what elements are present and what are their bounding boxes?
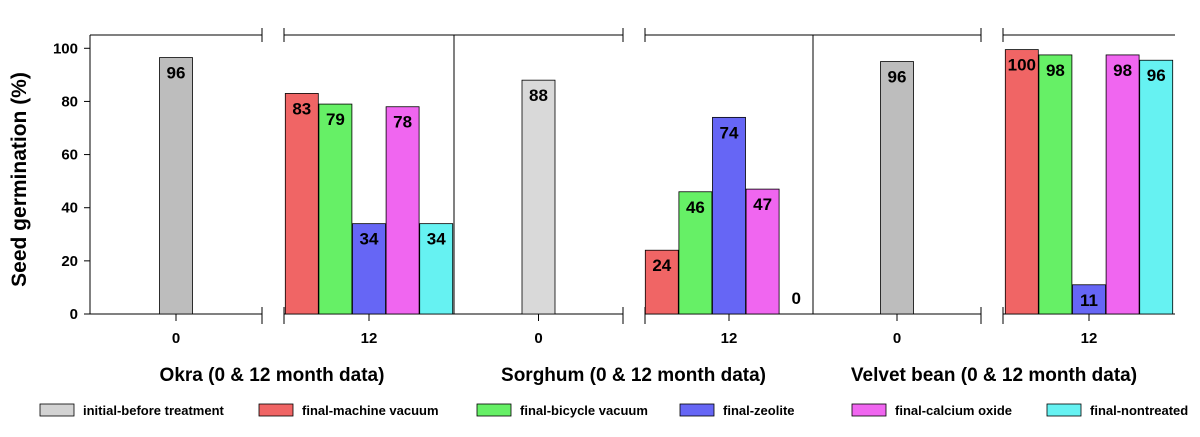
y-axis-label: Seed germination (%) [8, 72, 31, 287]
bar-value-label: 98 [1046, 61, 1065, 80]
bar-value-label: 24 [652, 256, 671, 275]
x-tick-label: 0 [893, 330, 901, 347]
bar-value-label: 88 [529, 86, 548, 105]
legend: initial-before treatment final-machine va… [39, 403, 1188, 418]
legend-label: final-nontreated [1090, 403, 1188, 418]
y-tick-label: 80 [61, 93, 78, 110]
y-tick-label: 40 [61, 200, 78, 217]
bar-value-label: 46 [686, 198, 705, 217]
y-tick-label: 20 [61, 253, 78, 270]
bar [352, 223, 386, 315]
y-tick-label: 0 [70, 306, 78, 323]
x-tick-label: 0 [172, 330, 180, 347]
bar [159, 57, 193, 315]
bar-value-label: 34 [360, 230, 379, 249]
bar [1105, 54, 1140, 315]
legend-swatch [476, 403, 512, 417]
bar-value-label: 74 [720, 123, 739, 142]
legend-swatch [1046, 403, 1082, 417]
crop-title: Sorghum (0 & 12 month data) [501, 365, 766, 386]
legend-swatch [851, 403, 887, 417]
bar-value-label: 47 [753, 195, 772, 214]
bar [385, 106, 420, 315]
bars-layer [159, 49, 1174, 315]
bar [1004, 49, 1039, 315]
x-tick-label: 12 [721, 330, 738, 347]
bar [419, 223, 454, 315]
x-tick-label: 12 [361, 330, 378, 347]
bar [521, 79, 556, 315]
labels-layer: 0 20 40 60 80 100 Seed germination (%) 0 96 12 83 7… [8, 40, 1166, 386]
x-tick-label: 12 [1081, 330, 1098, 347]
y-tick-label: 60 [61, 147, 78, 164]
legend-swatch [679, 403, 715, 417]
legend-label: final-zeolite [723, 403, 795, 418]
legend-swatch [39, 403, 75, 417]
bar [1072, 284, 1106, 315]
bar-value-label: 78 [393, 113, 412, 132]
bar-value-label: 96 [1147, 66, 1166, 85]
legend-label: initial-before treatment [83, 403, 225, 418]
bar-value-label: 11 [1080, 291, 1098, 310]
legend-label: final-calcium oxide [895, 403, 1012, 418]
bar-value-label: 34 [427, 230, 446, 249]
bar-value-label: 83 [292, 99, 311, 118]
bar [318, 103, 353, 315]
bar [644, 249, 679, 315]
legend-swatch [258, 403, 294, 417]
bar-value-label: 96 [888, 68, 907, 87]
legend-label: final-bicycle vacuum [520, 403, 648, 418]
bar [1139, 59, 1174, 315]
bar [880, 61, 914, 315]
bar-value-label: 100 [1008, 56, 1036, 75]
x-tick-label: 0 [534, 330, 542, 347]
bar [1038, 54, 1073, 315]
legend-label: final-machine vacuum [302, 403, 439, 418]
bar [712, 116, 746, 315]
y-tick-label: 100 [53, 40, 78, 57]
bar-value-label: 96 [167, 64, 186, 83]
bar-value-label: 0 [791, 289, 800, 308]
crop-title: Velvet bean (0 & 12 month data) [851, 365, 1137, 386]
bar [284, 93, 319, 315]
bar [678, 191, 713, 315]
bar [745, 188, 780, 315]
crop-title: Okra (0 & 12 month data) [160, 365, 385, 386]
bar-value-label: 79 [326, 110, 345, 129]
bar-value-label: 98 [1113, 61, 1132, 80]
